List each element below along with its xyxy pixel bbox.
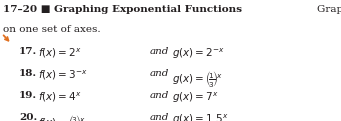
Text: $f(x) = \left(\!\frac{3}{4}\!\right)^{\!x}$: $f(x) = \left(\!\frac{3}{4}\!\right)^{\!… <box>38 113 85 121</box>
Text: $g(x) = 7^{x}$: $g(x) = 7^{x}$ <box>172 91 219 105</box>
Text: $g(x) = 2^{-x}$: $g(x) = 2^{-x}$ <box>172 47 225 61</box>
Text: and: and <box>150 113 169 121</box>
Text: $f(x) = 4^{x}$: $f(x) = 4^{x}$ <box>38 91 81 104</box>
Text: 20.: 20. <box>19 113 37 121</box>
Text: Graph both functions: Graph both functions <box>317 5 341 14</box>
Text: and: and <box>150 91 169 100</box>
Text: $g(x) = \left(\!\frac{1}{3}\!\right)^{\!x}$: $g(x) = \left(\!\frac{1}{3}\!\right)^{\!… <box>172 69 223 89</box>
Text: and: and <box>150 47 169 56</box>
Text: $f(x) = 2^{x}$: $f(x) = 2^{x}$ <box>38 47 81 60</box>
Text: 17.: 17. <box>19 47 37 56</box>
Text: $f(x) = 3^{-x}$: $f(x) = 3^{-x}$ <box>38 69 87 82</box>
Text: and: and <box>150 69 169 78</box>
Text: $g(x) = 1.5^{x}$: $g(x) = 1.5^{x}$ <box>172 113 229 121</box>
Text: 18.: 18. <box>19 69 37 78</box>
Text: 19.: 19. <box>19 91 37 100</box>
Text: 17–20 ■ Graphing Exponential Functions: 17–20 ■ Graphing Exponential Functions <box>3 5 242 14</box>
Text: on one set of axes.: on one set of axes. <box>3 25 101 34</box>
